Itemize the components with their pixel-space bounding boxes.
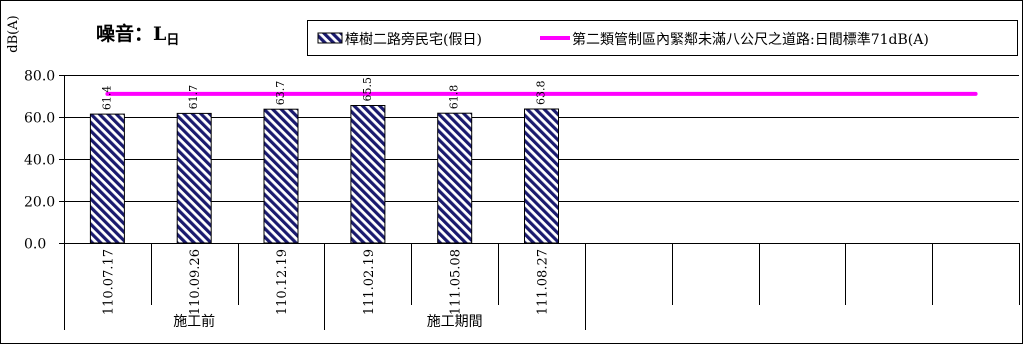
legend-label-bars: 樟樹二路旁民宅(假日) [345,31,482,48]
bar [350,105,386,244]
bar-value-label: 61.8 [448,85,461,110]
y-tick-label: 0.0 [24,237,46,253]
y-tick-label: 60.0 [24,111,55,127]
bar [437,112,473,244]
bar [263,108,299,244]
y-tick-label: 80.0 [24,69,55,85]
x-tick-label: 111.05.08 [449,249,464,315]
x-tick-label: 111.08.27 [536,249,551,315]
bar [176,112,212,244]
bar-value-label: 63.8 [535,81,548,106]
legend-swatch-bars [317,32,343,44]
bar-value-label: 61.7 [187,85,200,110]
data-labels: 61.4 61.7 63.7 65.5 61.8 63.8 [100,77,547,110]
chart-title: 噪音：L日 [96,22,179,48]
bar-value-label: 65.5 [361,77,374,102]
x-group-label: 施工前 [173,313,215,330]
x-tick-label: 110.09.26 [188,249,203,315]
chart-title-subscript: 日 [166,33,179,48]
y-tick-label: 20.0 [24,195,55,211]
bar-value-label: 63.7 [274,81,287,106]
x-axis: 110.07.17 110.09.26 110.12.19 111.02.19 111.… [64,243,1020,330]
x-tick-label: 111.02.19 [362,249,377,315]
legend-box [307,20,1018,56]
y-tick-label: 40.0 [24,153,55,169]
bar [524,108,559,244]
y-axis-label: dB(A) [6,15,21,52]
legend-label-line: 第二類管制區內緊鄰未滿八公尺之道路:日間標準71dB(A) [572,31,929,48]
bar [89,113,125,244]
legend: 樟樹二路旁民宅(假日) 第二類管制區內緊鄰未滿八公尺之道路:日間標準71dB(A… [307,20,1018,56]
x-tick-label: 110.07.17 [101,249,116,315]
x-group-label: 施工期間 [427,314,483,330]
bars [89,105,559,244]
chart-title-main: 噪音：L [96,22,166,45]
bar-value-label: 61.4 [100,86,113,110]
x-tick-label: 110.12.19 [275,249,290,315]
